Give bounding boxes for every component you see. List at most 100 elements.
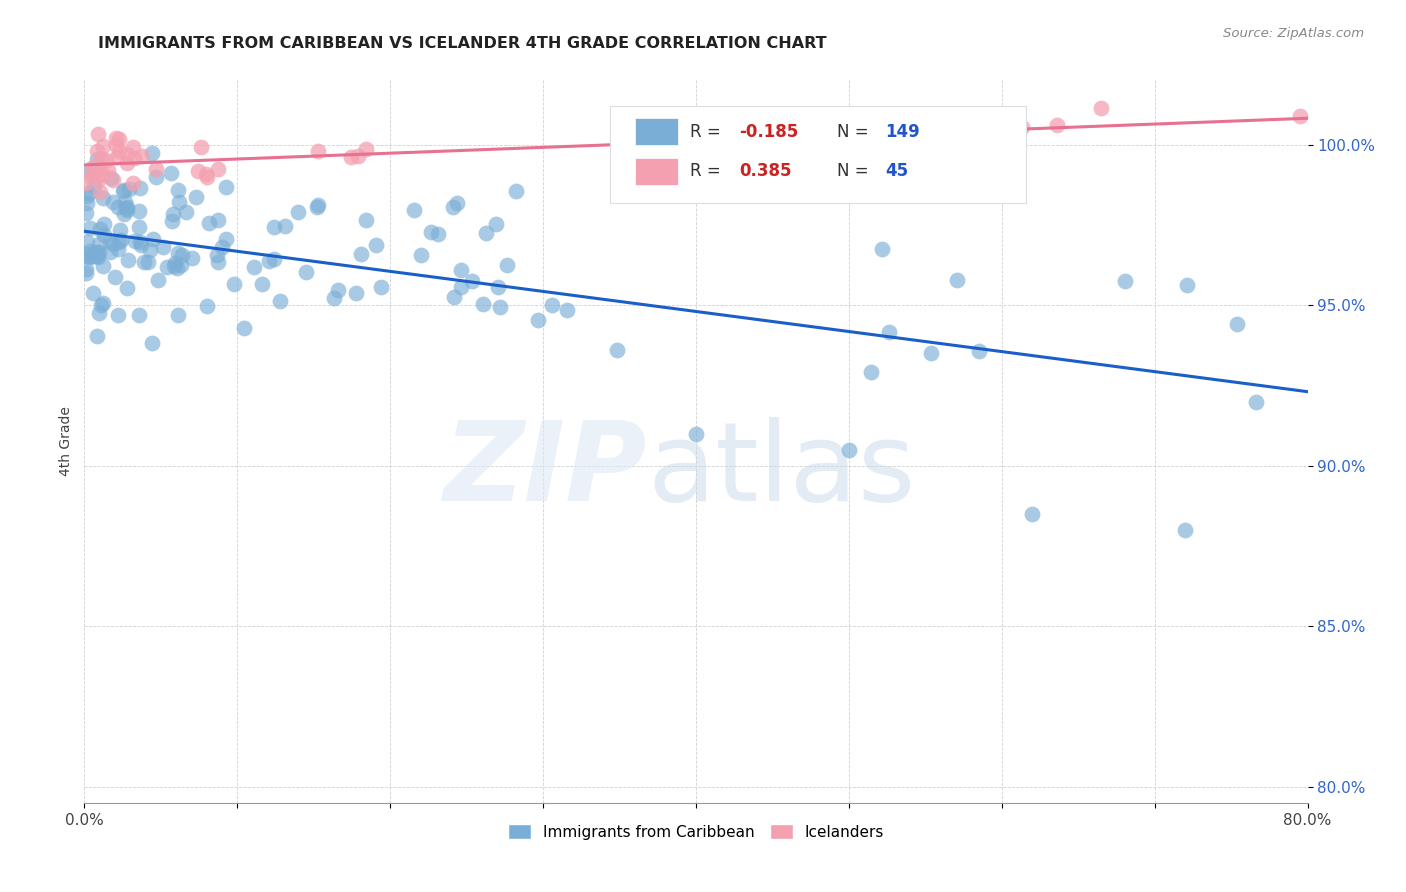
Point <box>86 145 108 159</box>
Point <box>131 149 153 163</box>
Point <box>90 153 112 167</box>
Point <box>75 206 97 220</box>
Point <box>93 217 115 231</box>
Point <box>86 245 108 260</box>
Point <box>207 212 229 227</box>
Point <box>86 329 108 343</box>
Point <box>1114 274 1136 288</box>
Point <box>77 250 100 264</box>
Point <box>86 152 108 166</box>
Point <box>180 251 202 265</box>
Point <box>87 305 110 319</box>
Point <box>94 153 117 168</box>
Point <box>250 277 273 291</box>
Point <box>101 236 124 251</box>
Point <box>718 156 741 170</box>
Point <box>108 145 131 159</box>
Point <box>91 260 114 274</box>
Point <box>145 169 167 184</box>
Point <box>606 343 628 357</box>
Point <box>82 249 104 263</box>
Point <box>82 285 104 300</box>
Point <box>166 261 188 276</box>
Point <box>128 308 150 322</box>
Point <box>107 308 129 322</box>
Point <box>489 300 512 314</box>
Point <box>167 183 190 197</box>
Point <box>190 140 212 154</box>
FancyBboxPatch shape <box>636 158 678 185</box>
Point <box>215 232 238 246</box>
Point <box>87 250 110 264</box>
Point <box>98 234 121 248</box>
Point <box>370 280 392 294</box>
FancyBboxPatch shape <box>636 118 678 145</box>
Point <box>443 290 465 304</box>
Point <box>115 202 138 217</box>
Point <box>195 299 218 313</box>
Point <box>263 252 285 267</box>
Point <box>967 119 990 133</box>
Point <box>356 142 378 156</box>
Point <box>110 233 132 247</box>
Point <box>195 169 218 184</box>
Point <box>145 161 167 176</box>
Point <box>141 146 163 161</box>
Point <box>167 246 190 260</box>
Point <box>83 179 105 194</box>
Point <box>104 269 127 284</box>
Point <box>441 200 464 214</box>
Point <box>350 247 373 261</box>
Point <box>160 214 183 228</box>
Point <box>87 127 110 141</box>
Point <box>104 137 127 152</box>
Point <box>1174 523 1197 537</box>
Point <box>108 223 131 237</box>
Point <box>91 191 114 205</box>
Point <box>402 203 425 218</box>
Text: R =: R = <box>690 162 731 180</box>
Point <box>117 155 139 169</box>
Point <box>124 235 146 249</box>
Point <box>117 253 139 268</box>
Point <box>184 190 207 204</box>
Point <box>79 249 101 263</box>
Point <box>86 249 108 263</box>
Point <box>87 245 110 260</box>
Point <box>274 219 297 233</box>
Point <box>354 213 377 227</box>
Point <box>307 145 329 159</box>
Point <box>167 194 190 209</box>
Point <box>131 237 153 252</box>
Text: 45: 45 <box>886 162 908 180</box>
Point <box>76 189 98 203</box>
Point <box>132 255 155 269</box>
Point <box>128 180 150 194</box>
Point <box>170 258 193 272</box>
Point <box>1090 101 1112 115</box>
Point <box>207 255 229 269</box>
Point <box>162 207 184 221</box>
Point <box>920 345 942 359</box>
Point <box>945 273 967 287</box>
Point <box>427 227 450 241</box>
Point <box>107 200 129 214</box>
Point <box>1011 120 1033 135</box>
Point <box>128 204 150 219</box>
Point <box>75 176 97 190</box>
Point <box>170 248 193 262</box>
Point <box>79 244 101 258</box>
Point <box>93 228 115 243</box>
Text: 149: 149 <box>886 122 921 141</box>
Point <box>450 280 472 294</box>
Point <box>446 196 468 211</box>
Point <box>205 247 228 261</box>
Point <box>79 164 101 178</box>
Point <box>307 198 329 212</box>
Point <box>211 240 233 254</box>
Point <box>76 235 98 250</box>
Point <box>1246 395 1268 409</box>
Point <box>1226 317 1249 331</box>
Point <box>159 165 181 179</box>
Point <box>89 236 111 251</box>
